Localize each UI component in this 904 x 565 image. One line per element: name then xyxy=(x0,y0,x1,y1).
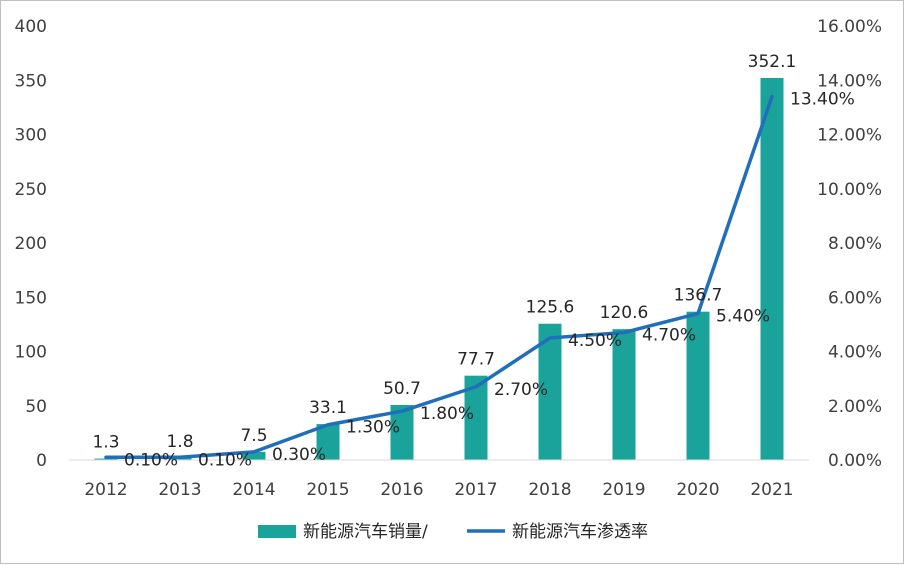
y-left-tick: 200 xyxy=(15,234,47,254)
bar-value-label: 352.1 xyxy=(748,52,797,72)
y-right-tick: 8.00% xyxy=(828,234,882,254)
x-tick: 2013 xyxy=(158,480,201,500)
x-tick: 2020 xyxy=(676,480,719,500)
y-right-tick: 0.00% xyxy=(828,451,882,471)
line-value-label: 1.80% xyxy=(420,404,474,424)
y-right-tick: 4.00% xyxy=(828,343,882,363)
bar-value-label: 50.7 xyxy=(383,379,421,399)
bar-value-label: 33.1 xyxy=(309,398,347,418)
y-left-tick: 250 xyxy=(15,180,47,200)
x-tick: 2012 xyxy=(84,480,127,500)
bar-value-label: 136.7 xyxy=(674,286,723,306)
line-value-label: 4.50% xyxy=(568,331,622,351)
y-right-tick: 6.00% xyxy=(828,288,882,308)
legend-bar-swatch xyxy=(258,525,296,538)
line-layer xyxy=(104,94,774,460)
y-left-tick: 100 xyxy=(15,343,47,363)
y-left-tick: 50 xyxy=(25,397,47,417)
bar-2014 xyxy=(242,451,266,460)
y-left-tick: 400 xyxy=(15,17,47,37)
y-left-tick: 150 xyxy=(15,288,47,308)
x-tick: 2021 xyxy=(750,480,793,500)
bar-2017 xyxy=(464,375,488,460)
legend-line-label: 新能源汽车渗透率 xyxy=(512,522,648,542)
y-right-tick: 2.00% xyxy=(828,397,882,417)
bar-2016 xyxy=(390,404,414,460)
bar-2021 xyxy=(760,77,784,460)
bar-2015 xyxy=(316,424,340,460)
line-value-label: 13.40% xyxy=(790,90,855,110)
x-tick: 2016 xyxy=(380,480,423,500)
y-left-tick: 350 xyxy=(15,71,47,91)
line-value-label: 1.30% xyxy=(346,418,400,438)
line-value-label: 0.10% xyxy=(198,450,252,470)
bar-value-label: 7.5 xyxy=(240,426,267,446)
bar-2019 xyxy=(612,329,636,460)
y-left-tick: 0 xyxy=(36,451,47,471)
penetration-line xyxy=(104,94,774,460)
bars-layer xyxy=(94,77,784,460)
bar-value-label: 1.3 xyxy=(92,433,119,453)
y-right-tick: 16.00% xyxy=(817,17,882,37)
line-value-label: 5.40% xyxy=(716,307,770,327)
data-labels-layer: 1.3 1.8 7.5 33.1 50.7 77.7 125.6 120.6 136.7 352.… xyxy=(92,52,854,470)
x-tick: 2019 xyxy=(602,480,645,500)
line-value-label: 0.30% xyxy=(272,445,326,465)
y-left-tick: 300 xyxy=(15,126,47,146)
x-tick: 2017 xyxy=(454,480,497,500)
line-value-label: 2.70% xyxy=(494,380,548,400)
bar-2018 xyxy=(538,323,562,460)
legend: 新能源汽车销量/ 新能源汽车渗透率 xyxy=(258,522,648,542)
line-value-label: 0.10% xyxy=(124,450,178,470)
bar-value-label: 120.6 xyxy=(600,303,649,323)
y-right-tick: 12.00% xyxy=(817,126,882,146)
x-tick: 2015 xyxy=(306,480,349,500)
bar-2020 xyxy=(686,311,710,460)
y-right-tick: 14.00% xyxy=(817,71,882,91)
bar-2012 xyxy=(94,458,118,460)
bar-value-label: 125.6 xyxy=(526,298,575,318)
y-right-tick: 10.00% xyxy=(817,180,882,200)
bar-value-label: 77.7 xyxy=(457,350,495,370)
line-value-label: 4.70% xyxy=(642,326,696,346)
x-tick: 2014 xyxy=(232,480,275,500)
legend-bar-label: 新能源汽车销量/ xyxy=(303,522,428,542)
axis-layer: 0 50 100 150 200 250 300 350 400 0.00% 2.00% 4.00% 6… xyxy=(15,17,882,500)
x-tick: 2018 xyxy=(528,480,571,500)
bar-value-label: 1.8 xyxy=(166,432,193,452)
